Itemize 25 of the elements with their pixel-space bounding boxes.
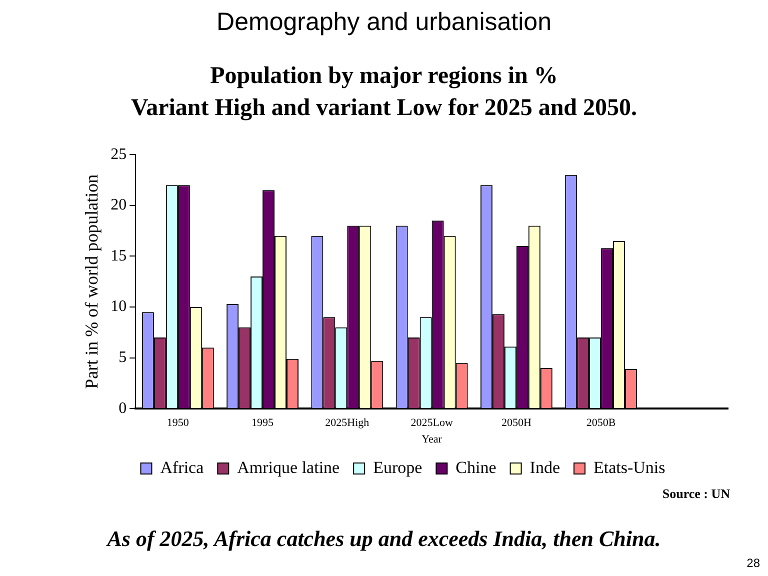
- text: 28: [746, 556, 760, 570]
- text: As of 2025, Africa catches up and exceeds India, then China.: [105, 526, 662, 552]
- x-tick-label: 1995: [252, 417, 274, 430]
- legend-label: Inde: [530, 458, 560, 477]
- y-axis-title: Part in % of world population: [82, 174, 102, 389]
- legend-label: Africa: [160, 458, 204, 477]
- y-tick-label: 15: [110, 247, 127, 264]
- x-tick-label: 2050H: [501, 417, 532, 430]
- x-tick-label: 1950: [166, 417, 190, 430]
- x-tick-label: 2025High: [325, 417, 370, 430]
- y-tick-label: 10: [110, 298, 127, 316]
- source-note: Source : UN: [662, 486, 730, 502]
- y-tick-label: 0: [118, 400, 127, 417]
- x-axis-title: Year: [422, 433, 442, 446]
- chart-title: Demography and urbanisation: [216, 8, 552, 37]
- y-tick-label: 25: [110, 146, 127, 163]
- y-tick-label: 20: [110, 196, 127, 214]
- legend-label: Chine: [456, 458, 496, 477]
- y-tick-label: 5: [118, 349, 127, 366]
- chart-subtitle: Population by major regions in % Variant High and variant Low for 2025 and 2050.: [130, 62, 638, 123]
- x-tick-label: 2050B: [586, 417, 616, 430]
- legend-label: Amrique latine: [237, 458, 340, 477]
- legend-label: Europe: [373, 458, 422, 477]
- x-tick-label: 2025Low: [410, 417, 453, 430]
- legend-label: Etats-Unis: [593, 458, 666, 477]
